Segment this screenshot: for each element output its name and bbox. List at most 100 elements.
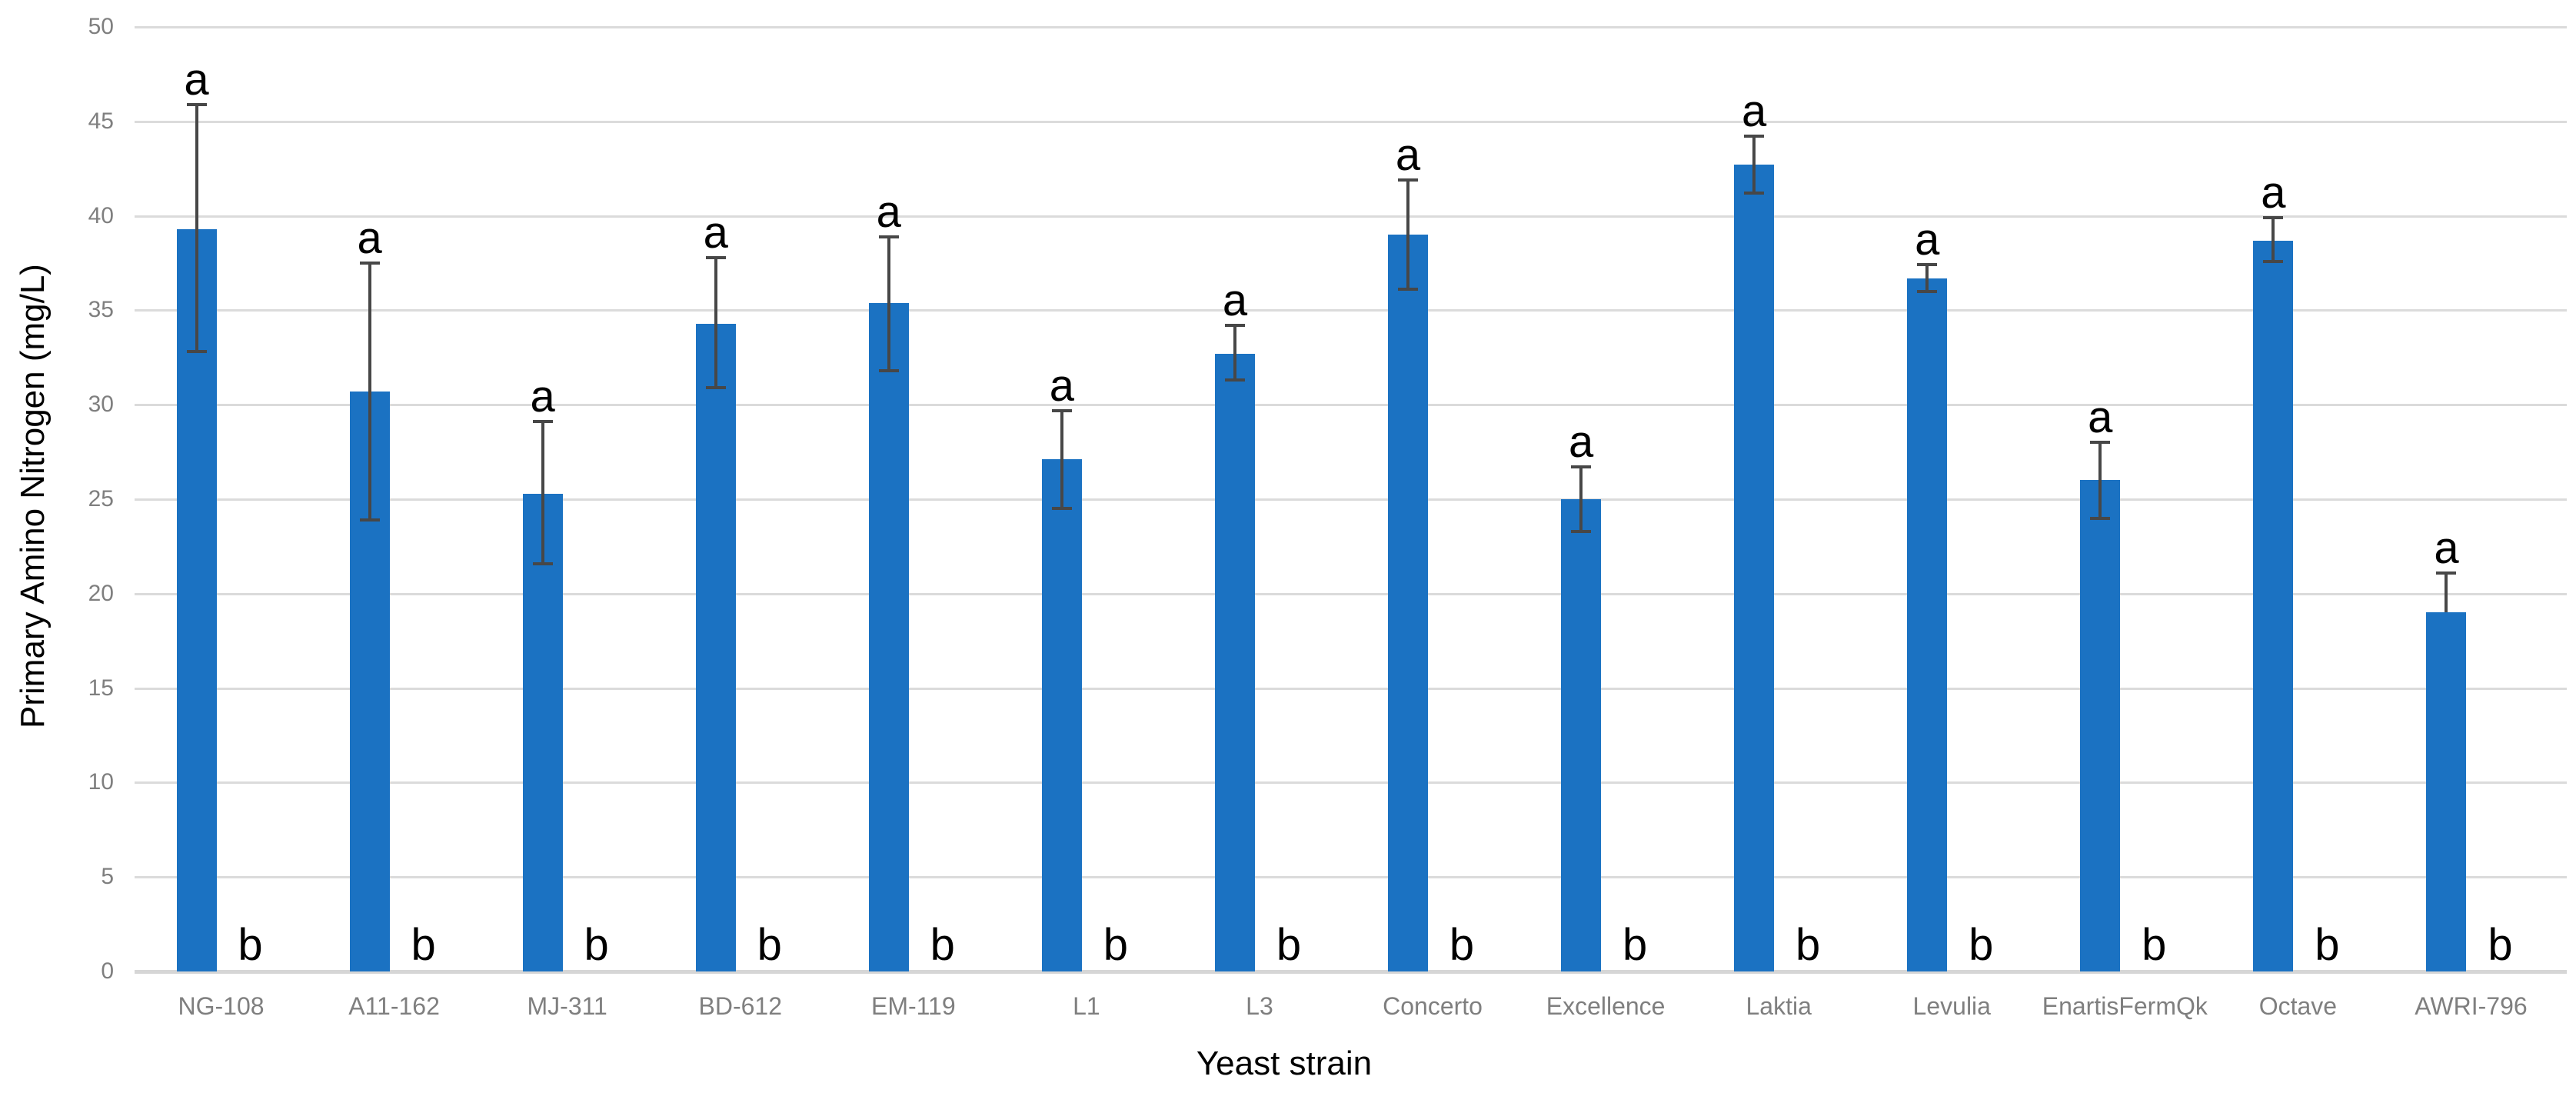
gridline	[135, 404, 2567, 407]
gridline	[135, 309, 2567, 312]
y-tick-label: 20	[88, 580, 114, 606]
sig-letter-b: b	[1969, 920, 1994, 970]
error-bar-top-cap	[1224, 324, 1245, 328]
bar	[695, 323, 736, 971]
x-tick-label: A11-162	[348, 992, 440, 1020]
sig-letter-a: a	[1568, 417, 1594, 468]
y-tick-label: 25	[88, 486, 114, 512]
error-bar-bottom-cap	[1398, 288, 1419, 292]
y-tick-label: 40	[88, 202, 114, 228]
sig-letter-b: b	[238, 920, 263, 970]
x-tick-label: BD-612	[698, 992, 783, 1020]
gridline	[135, 687, 2567, 690]
x-axis-line	[135, 970, 2567, 974]
error-bar	[1752, 136, 1756, 194]
error-bar-top-cap	[2436, 571, 2457, 575]
x-tick-label: L1	[1073, 992, 1100, 1020]
sig-letter-a: a	[530, 372, 555, 422]
sig-letter-a: a	[703, 207, 728, 258]
sig-letter-a: a	[357, 213, 382, 263]
x-tick-label: Levulia	[1912, 992, 1991, 1020]
y-tick-label: 5	[101, 864, 114, 890]
bar	[2253, 240, 2294, 971]
error-bar-bottom-cap	[359, 518, 380, 522]
gridline	[135, 215, 2567, 218]
bar	[1041, 459, 1082, 971]
error-bar-top-cap	[705, 255, 726, 259]
y-tick-label: 15	[88, 675, 114, 701]
sig-letter-a: a	[2088, 392, 2113, 443]
y-tick-label: 35	[88, 297, 114, 323]
bar	[2080, 480, 2121, 971]
gridline	[135, 781, 2567, 785]
error-bar	[2271, 218, 2275, 262]
y-tick-label: 30	[88, 392, 114, 418]
error-bar-top-cap	[1571, 465, 1592, 469]
sig-letter-a: a	[2434, 522, 2459, 573]
x-tick-label: Concerto	[1383, 992, 1483, 1020]
bar	[1561, 499, 1602, 971]
bar	[2426, 612, 2467, 971]
sig-letter-b: b	[1276, 920, 1302, 970]
gridline	[135, 120, 2567, 123]
bar	[1214, 353, 1255, 971]
sig-letter-b: b	[2488, 920, 2513, 970]
y-tick-label: 10	[88, 769, 114, 795]
x-tick-label: Laktia	[1746, 992, 1812, 1020]
error-bar-bottom-cap	[705, 386, 726, 390]
gridline	[135, 498, 2567, 501]
sig-letter-a: a	[2261, 168, 2286, 218]
sig-letter-b: b	[584, 920, 609, 970]
sig-letter-a: a	[1049, 360, 1075, 411]
x-tick-label: Octave	[2258, 992, 2338, 1020]
error-bar-bottom-cap	[1571, 529, 1592, 533]
sig-letter-b: b	[1796, 920, 1821, 970]
x-tick-label: L3	[1246, 992, 1273, 1020]
error-bar	[1925, 265, 1929, 292]
y-tick-label: 45	[88, 108, 114, 134]
error-bar-top-cap	[1051, 408, 1072, 412]
error-bar-top-cap	[1744, 135, 1765, 138]
sig-letter-a: a	[1222, 275, 1248, 326]
gridline	[135, 876, 2567, 879]
error-bar-bottom-cap	[1051, 507, 1072, 511]
error-bar-top-cap	[532, 420, 553, 424]
sig-letter-b: b	[1103, 920, 1129, 970]
gridline	[135, 26, 2567, 28]
error-bar	[1406, 179, 1410, 290]
error-bar	[541, 422, 544, 564]
gridline	[135, 592, 2567, 595]
error-bar-bottom-cap	[186, 350, 207, 354]
error-bar-top-cap	[359, 262, 380, 265]
error-bar-bottom-cap	[2090, 516, 2111, 520]
y-tick-label: 0	[101, 958, 114, 984]
error-bar	[1060, 410, 1063, 509]
sig-letter-b: b	[411, 920, 436, 970]
error-bar-top-cap	[1917, 263, 1938, 267]
error-bar	[1579, 467, 1583, 532]
bar	[1907, 278, 1948, 971]
x-tick-label: Excellence	[1546, 992, 1666, 1020]
y-tick-label: 50	[88, 14, 114, 39]
x-tick-label: EnartisFermQk	[2042, 992, 2208, 1020]
sig-letter-a: a	[1915, 215, 1940, 265]
x-axis-title: Yeast strain	[1196, 1045, 1373, 1082]
sig-letter-b: b	[1622, 920, 1648, 970]
sig-letter-a: a	[1742, 86, 1767, 137]
error-bar	[368, 263, 371, 521]
error-bar-top-cap	[186, 102, 207, 106]
sig-letter-a: a	[876, 186, 901, 237]
x-tick-label: MJ-311	[527, 992, 607, 1020]
error-bar-bottom-cap	[1744, 192, 1765, 195]
sig-letter-b: b	[1449, 920, 1475, 970]
sig-letter-b: b	[2142, 920, 2167, 970]
x-tick-label: NG-108	[178, 992, 265, 1020]
error-bar-top-cap	[878, 235, 899, 238]
error-bar	[1233, 325, 1236, 381]
x-tick-label: EM-119	[870, 992, 956, 1020]
error-bar-bottom-cap	[878, 368, 899, 372]
error-bar-bottom-cap	[2263, 259, 2284, 263]
error-bar	[887, 236, 890, 371]
sig-letter-b: b	[2315, 920, 2340, 970]
